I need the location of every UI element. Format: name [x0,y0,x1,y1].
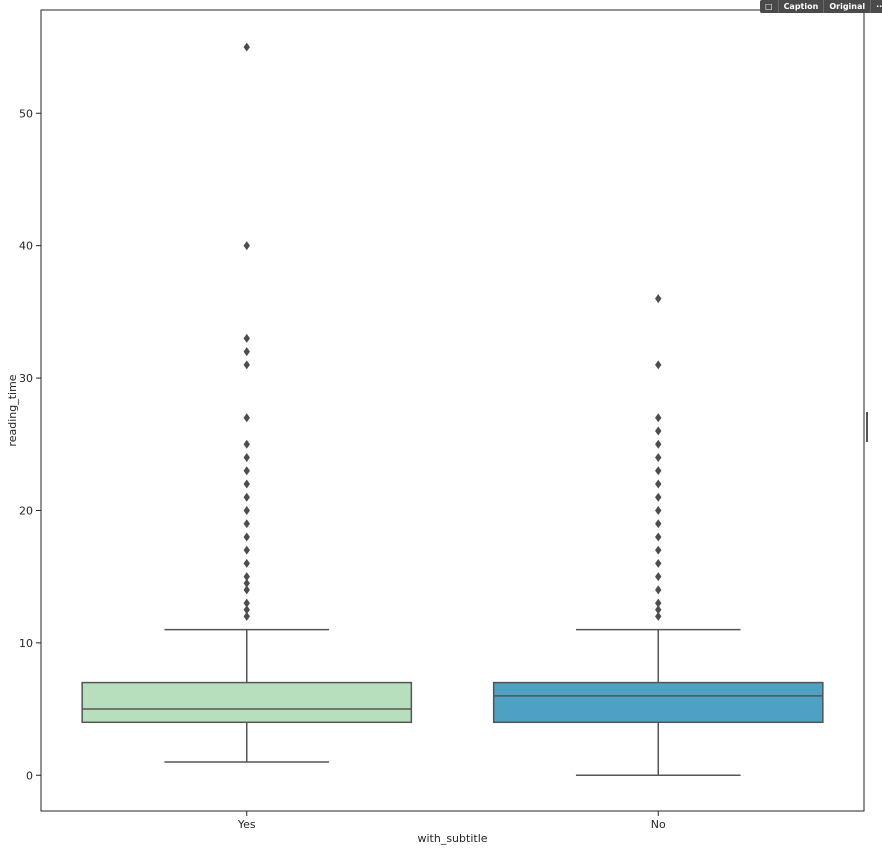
y-tick-label: 50 [19,107,33,120]
box-group-yes [81,42,413,763]
outlier-point [655,360,662,370]
outlier-point [243,611,250,621]
outlier-point [655,558,662,568]
plot-area-frame [40,9,865,812]
outlier-point [243,558,250,568]
outlier-point [655,519,662,529]
outlier-point [243,505,250,515]
y-tick-label: 40 [19,240,33,253]
outlier-point [655,611,662,621]
y-tick-label: 20 [19,504,33,517]
outlier-point [655,426,662,436]
outlier-point [655,439,662,449]
iqr-box [81,681,413,724]
outlier-point [243,360,250,370]
outlier-point [655,545,662,555]
caption-button[interactable]: Caption [779,0,825,13]
y-tick-label: 30 [19,372,33,385]
outlier-point [243,578,250,588]
outlier-point [243,605,250,615]
outlier-point [655,453,662,462]
resize-handle[interactable] [866,412,868,442]
outlier-point [243,453,250,462]
outlier-point [655,413,662,423]
outlier-point [243,333,250,343]
outlier-point [243,585,250,595]
x-axis-label: with_subtitle [417,832,487,845]
outlier-point [655,585,662,595]
outlier-point [243,413,250,423]
x-tick-label: No [651,818,666,831]
outlier-point [243,519,250,529]
outlier-point [655,598,662,608]
comment-icon[interactable]: □ [760,0,779,13]
outlier-point [243,545,250,555]
more-options-button[interactable]: ··· [876,2,882,11]
original-button[interactable]: Original [824,0,872,13]
outlier-point [655,532,662,542]
outlier-point [655,505,662,515]
image-toolbar: □ Caption Original ··· [760,0,882,13]
outlier-point [243,42,250,52]
y-tick-label: 10 [19,637,33,650]
y-axis-label: reading_time [6,374,19,446]
outlier-point [655,294,662,304]
outlier-point [655,479,662,489]
x-tick-label: Yes [237,818,256,831]
outlier-point [655,605,662,615]
outlier-point [655,466,662,476]
outlier-point [655,492,662,502]
outlier-point [243,572,250,582]
outlier-point [243,347,250,357]
outlier-point [243,466,250,476]
outlier-point [243,479,250,489]
outlier-point [243,492,250,502]
box-group-no [492,294,824,777]
y-tick-label: 0 [26,769,33,782]
iqr-box [492,681,824,724]
outlier-point [243,532,250,542]
outlier-point [243,439,250,449]
outlier-point [243,241,250,251]
outlier-point [655,572,662,582]
outlier-point [243,598,250,608]
